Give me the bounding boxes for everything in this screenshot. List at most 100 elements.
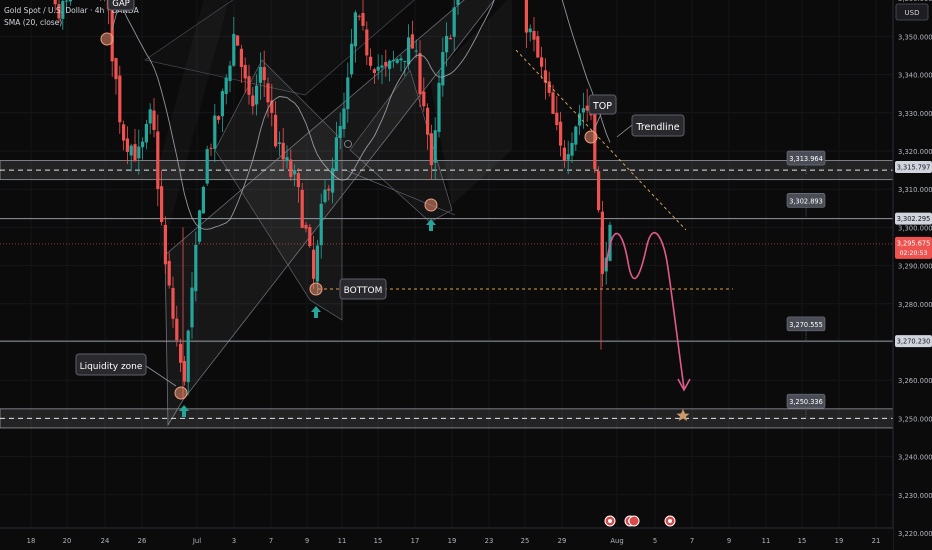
candle-body: [293, 170, 297, 175]
price-axis[interactable]: 3,210.0003,220.0003,230.0003,240.0003,25…: [892, 0, 932, 550]
candle-body: [346, 77, 350, 110]
time-tick-label: 19: [448, 537, 457, 545]
candle-body: [239, 48, 243, 67]
candle-body: [414, 50, 418, 52]
candle-body: [141, 141, 145, 148]
candle-body: [175, 318, 179, 341]
ascending-channel: [164, 0, 495, 427]
candle-body: [365, 29, 369, 56]
time-tick-label: 21: [872, 537, 881, 545]
candle-body: [57, 3, 61, 19]
currency-badge-box[interactable]: [895, 3, 929, 21]
time-tick-label: Aug: [610, 537, 623, 545]
candle-body: [315, 245, 319, 282]
candle-body: [190, 287, 194, 328]
candle-body: [262, 67, 266, 81]
currency-badge: USD: [905, 9, 920, 17]
pivot-marker-icon: [174, 386, 188, 400]
price-tick-label: 3,350.000: [898, 33, 932, 41]
price-level-label: 3,302.295: [897, 215, 931, 223]
time-tick-label: 24: [101, 537, 110, 545]
buy-arrow-icon: [426, 219, 436, 231]
candle-body: [452, 7, 456, 37]
time-tick-label: 15: [374, 537, 383, 545]
sma-line: [118, 0, 611, 230]
candle-body: [528, 28, 532, 33]
candle-body: [600, 211, 604, 274]
time-tick-label: 7: [690, 537, 694, 545]
candle-body: [391, 59, 395, 62]
candle-body: [585, 105, 589, 111]
price-tick-label: 3,290.000: [898, 263, 932, 271]
level-callout-label: 3,270.555: [789, 321, 823, 329]
candle-body: [53, 0, 57, 5]
time-tick-label: 15: [798, 537, 807, 545]
candle-body: [327, 188, 331, 191]
candle-body: [441, 52, 445, 86]
economic-event-icon[interactable]: [628, 515, 640, 527]
candle-body: [201, 186, 205, 214]
candle-body: [308, 227, 312, 246]
pivot-marker-icon: [424, 198, 438, 212]
time-tick-label: 7: [269, 537, 273, 545]
channel-drawings: [144, 0, 512, 427]
price-level-label: 3,315.797: [897, 164, 931, 172]
candle-body: [198, 210, 202, 242]
economic-event-icon-dot: [608, 519, 612, 523]
candle-body: [281, 142, 285, 160]
candle-body: [353, 12, 357, 47]
candle-body: [68, 0, 72, 2]
candle-body: [331, 168, 335, 193]
time-tick-label: 11: [762, 537, 771, 545]
candle-body: [334, 137, 338, 171]
candle-body: [388, 60, 392, 69]
time-tick-label: Jul: [192, 537, 201, 545]
gap-label: GAP: [112, 0, 130, 9]
candle-body: [350, 43, 354, 75]
time-tick-label: 17: [411, 537, 420, 545]
time-tick-label: 19: [835, 537, 844, 545]
upper-channel: [349, 69, 453, 223]
candle-body: [338, 126, 342, 138]
candle-body: [114, 58, 118, 80]
candle-body: [179, 343, 183, 363]
candle-body: [125, 138, 129, 152]
candle-body: [410, 34, 414, 49]
level-callout-label: 3,302.893: [789, 197, 823, 205]
time-tick-label: 25: [521, 537, 530, 545]
candle-body: [274, 114, 278, 147]
grid-lines: [0, 0, 893, 534]
level-callout-label: 3,313.964: [789, 155, 823, 163]
price-tick-label: 3,300.000: [898, 224, 932, 232]
time-tick-label: 9: [305, 537, 309, 545]
candle-body: [323, 189, 327, 202]
time-tick-label: 20: [63, 537, 72, 545]
candle-body: [224, 77, 228, 95]
candle-body: [357, 15, 361, 17]
candle-body: [547, 81, 551, 93]
time-tick-label: 29: [558, 537, 567, 545]
bottom-label-group: BOTTOM: [339, 278, 387, 300]
candle-body: [129, 145, 133, 156]
candle-body: [247, 76, 251, 95]
candle-body: [532, 30, 536, 40]
time-axis[interactable]: 18 20 24 26 Jul 3 7 9 11 15 17 19 23 25 29 Aug 5 7 9 11 15 19…: [0, 527, 893, 550]
candle-body: [597, 171, 601, 211]
candle-body: [372, 69, 376, 74]
economic-event-icon-dot: [668, 519, 672, 523]
buy-arrow-icon: [179, 405, 189, 417]
price-tick-label: 3,320.000: [898, 148, 932, 156]
time-axis-background: [0, 528, 893, 550]
symbol-title: Gold Spot / U.S. Dollar · 4h · OANDA: [4, 6, 140, 15]
candle-body: [137, 146, 141, 159]
time-tick-label: 26: [138, 537, 147, 545]
candle-body: [456, 0, 460, 6]
candle-body: [228, 65, 232, 82]
candle-body: [205, 149, 209, 184]
candle-body: [243, 64, 247, 79]
price-tick-label: 3,240.000: [898, 454, 932, 462]
gap-label-group: GAP: [107, 0, 135, 11]
top-channel: [144, 0, 415, 96]
